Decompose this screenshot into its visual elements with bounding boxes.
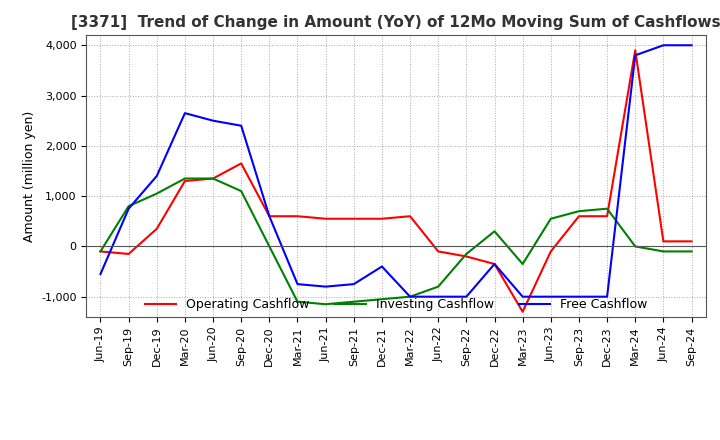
Investing Cashflow [209,176,217,181]
Free Cashflow [518,294,527,299]
Operating Cashflow [603,213,611,219]
Operating Cashflow [631,48,639,53]
Investing Cashflow [631,244,639,249]
Legend: Operating Cashflow, Investing Cashflow, Free Cashflow: Operating Cashflow, Investing Cashflow, … [140,293,652,316]
Free Cashflow [265,213,274,219]
Line: Operating Cashflow: Operating Cashflow [101,50,691,312]
Investing Cashflow [96,249,105,254]
Investing Cashflow [518,261,527,267]
Investing Cashflow [293,299,302,304]
Operating Cashflow [659,239,667,244]
Investing Cashflow [153,191,161,196]
Free Cashflow [293,282,302,287]
Investing Cashflow [434,284,443,289]
Operating Cashflow [575,213,583,219]
Investing Cashflow [125,204,133,209]
Operating Cashflow [687,239,696,244]
Free Cashflow [659,43,667,48]
Operating Cashflow [546,249,555,254]
Investing Cashflow [546,216,555,221]
Free Cashflow [237,123,246,128]
Free Cashflow [377,264,386,269]
Operating Cashflow [321,216,330,221]
Operating Cashflow [209,176,217,181]
Operating Cashflow [96,249,105,254]
Investing Cashflow [575,209,583,214]
Y-axis label: Amount (million yen): Amount (million yen) [22,110,35,242]
Investing Cashflow [687,249,696,254]
Free Cashflow [209,118,217,123]
Free Cashflow [434,294,443,299]
Free Cashflow [603,294,611,299]
Investing Cashflow [237,188,246,194]
Free Cashflow [462,294,471,299]
Free Cashflow [153,173,161,179]
Investing Cashflow [659,249,667,254]
Investing Cashflow [490,229,499,234]
Operating Cashflow [462,254,471,259]
Free Cashflow [349,282,358,287]
Investing Cashflow [406,294,415,299]
Operating Cashflow [237,161,246,166]
Free Cashflow [631,53,639,58]
Operating Cashflow [293,213,302,219]
Operating Cashflow [406,213,415,219]
Operating Cashflow [490,261,499,267]
Investing Cashflow [321,301,330,307]
Investing Cashflow [181,176,189,181]
Investing Cashflow [603,206,611,211]
Operating Cashflow [377,216,386,221]
Title: [3371]  Trend of Change in Amount (YoY) of 12Mo Moving Sum of Cashflows: [3371] Trend of Change in Amount (YoY) o… [71,15,720,30]
Free Cashflow [321,284,330,289]
Operating Cashflow [349,216,358,221]
Operating Cashflow [125,251,133,257]
Investing Cashflow [462,251,471,257]
Investing Cashflow [377,297,386,302]
Free Cashflow [96,271,105,277]
Investing Cashflow [265,244,274,249]
Free Cashflow [490,261,499,267]
Operating Cashflow [518,309,527,315]
Free Cashflow [575,294,583,299]
Free Cashflow [546,294,555,299]
Operating Cashflow [265,213,274,219]
Operating Cashflow [181,178,189,183]
Investing Cashflow [349,299,358,304]
Operating Cashflow [434,249,443,254]
Operating Cashflow [153,226,161,231]
Line: Investing Cashflow: Investing Cashflow [101,179,691,304]
Free Cashflow [125,206,133,211]
Free Cashflow [406,294,415,299]
Free Cashflow [181,110,189,116]
Line: Free Cashflow: Free Cashflow [101,45,691,297]
Free Cashflow [687,43,696,48]
